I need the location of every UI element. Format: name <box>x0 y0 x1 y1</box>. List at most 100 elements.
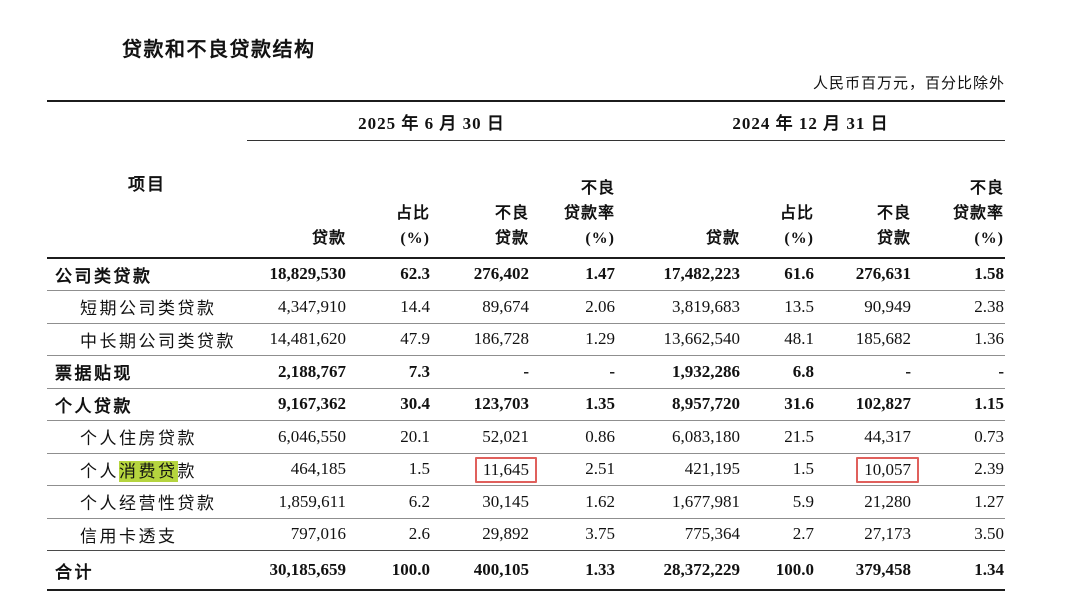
row-label: 短期公司类贷款 <box>47 290 247 323</box>
value-cell: 29,892 <box>431 517 530 551</box>
value-cell: 2.51 <box>530 452 616 486</box>
value-cell: 8,957,720 <box>616 387 741 421</box>
value-cell: 123,703 <box>431 387 530 421</box>
column-header: 不良贷款率 (%) <box>912 140 1005 259</box>
value-cell: 1,859,611 <box>247 485 347 518</box>
column-header: 占比 (%) <box>741 140 815 259</box>
column-header-row: 项目 贷款 占比 (%) 不良 贷款 不良 贷款率 (%) 贷款 占比 (%) 不良 贷款 不良 贷款率 (%… <box>47 140 1005 259</box>
value-cell: - <box>530 355 616 388</box>
item-column-spacer <box>47 101 247 141</box>
value-cell: 1.36 <box>912 322 1005 356</box>
loans-npl-table: 2025 年 6 月 30 日 2024 年 12 月 31 日 项目 贷款 占比… <box>47 100 1005 591</box>
table-row: 公司类贷款 18,829,530 62.3 276,402 1.47 17,482,223… <box>47 258 1005 291</box>
value-cell: 21.5 <box>741 420 815 453</box>
value-cell: 14.4 <box>347 290 431 323</box>
value-cell: 2.38 <box>912 290 1005 323</box>
column-header-line: (%) <box>784 229 814 247</box>
value-cell: 13,662,540 <box>616 322 741 356</box>
value-cell: 3.50 <box>912 517 1005 551</box>
value-cell: 90,949 <box>815 290 912 323</box>
value-cell: 2.6 <box>347 517 431 551</box>
row-label-text: 个人 <box>80 461 119 481</box>
value-cell: 18,829,530 <box>269 264 347 284</box>
value-cell: 48.1 <box>741 322 815 356</box>
value-cell: - <box>912 355 1005 388</box>
page-title: 贷款和不良贷款结构 <box>122 39 316 61</box>
table-row: 个人消费贷款 464,185 1.5 11,645 2.51 421,195 1.5 10,0… <box>47 452 1005 486</box>
value-cell: 89,674 <box>431 290 530 323</box>
value-cell: 1.5 <box>347 452 431 486</box>
column-header: 占比 (%) <box>347 140 431 259</box>
value-cell: 100.0 <box>347 550 431 591</box>
value-cell: 7.3 <box>347 355 431 388</box>
value-cell: 6.8 <box>741 355 815 388</box>
value-cell: 1.33 <box>530 550 616 591</box>
value-cell: 3.75 <box>530 517 616 551</box>
value-cell: 400,105 <box>431 550 530 591</box>
table-row: 个人贷款 9,167,362 30.4 123,703 1.35 8,957,720 31.… <box>47 387 1005 421</box>
table-row: 票据贴现 2,188,767 7.3- -1,932,286 6.8- - <box>47 355 1005 388</box>
value-cell: 421,195 <box>616 452 741 486</box>
table-row: 个人住房贷款 6,046,550 20.1 52,021 0.86 6,083,180 21… <box>47 420 1005 453</box>
value-cell: 276,631 <box>855 264 911 284</box>
column-header-line: 不良 <box>580 179 615 197</box>
value-cell: 1.35 <box>530 387 616 421</box>
value-cell: 4,347,910 <box>247 290 347 323</box>
value-cell: 775,364 <box>616 517 741 551</box>
column-header-line: 不良 <box>494 204 529 222</box>
value-cell: 47.9 <box>347 322 431 356</box>
value-cell: 1.47 <box>585 264 615 284</box>
column-header-line: 贷款率 <box>952 204 1004 222</box>
row-label: 公司类贷款 <box>55 266 153 286</box>
value-cell: 2,188,767 <box>247 355 347 388</box>
value-cell: 1.62 <box>530 485 616 518</box>
column-header-line: 贷款 <box>494 229 529 247</box>
value-cell: 6,046,550 <box>247 420 347 453</box>
value-cell: 28,372,229 <box>616 550 741 591</box>
value-cell: 464,185 <box>247 452 347 486</box>
value-cell: 2.39 <box>912 452 1005 486</box>
value-cell: 9,167,362 <box>247 387 347 421</box>
table-row: 合计 30,185,659 100.0 400,105 1.33 28,372,229 10… <box>47 550 1005 591</box>
row-label: 票据贴现 <box>47 355 247 388</box>
value-cell: 14,481,620 <box>247 322 347 356</box>
table-row: 信用卡透支 797,016 2.6 29,892 3.75 775,364 2.7 27,17… <box>47 517 1005 551</box>
column-header-line: 占比 <box>779 204 814 222</box>
value-cell: 27,173 <box>815 517 912 551</box>
value-cell: 1.29 <box>530 322 616 356</box>
row-label: 个人住房贷款 <box>47 420 247 453</box>
value-cell: 100.0 <box>741 550 815 591</box>
value-cell: 6,083,180 <box>616 420 741 453</box>
column-header: 不良 贷款 <box>815 140 912 259</box>
red-box-annotation: 10,057 <box>856 456 919 483</box>
value-cell: 1.5 <box>741 452 815 486</box>
row-label: 个人经营性贷款 <box>47 485 247 518</box>
value-cell: 52,021 <box>431 420 530 453</box>
date-group-header-row: 2025 年 6 月 30 日 2024 年 12 月 31 日 <box>47 101 1005 141</box>
value-cell: 20.1 <box>347 420 431 453</box>
value-cell: - <box>431 355 530 388</box>
table-row: 短期公司类贷款 4,347,910 14.4 89,674 2.06 3,819,683 1… <box>47 290 1005 323</box>
red-box-annotation: 11,645 <box>474 456 537 483</box>
value-cell: 62.3 <box>400 264 430 284</box>
value-cell: 21,280 <box>815 485 912 518</box>
column-header-line: (%) <box>585 229 615 247</box>
group-header-2024: 2024 年 12 月 31 日 <box>616 101 1005 141</box>
value-cell: 44,317 <box>815 420 912 453</box>
column-header-line: 不良 <box>969 179 1004 197</box>
row-label: 个人消费贷款 <box>47 452 247 486</box>
column-header-line: 贷款 <box>876 229 911 247</box>
value-cell: 0.86 <box>530 420 616 453</box>
item-column-header: 项目 <box>47 140 247 259</box>
row-label: 中长期公司类贷款 <box>47 322 247 356</box>
value-cell: - <box>815 355 912 388</box>
value-cell: 186,728 <box>431 322 530 356</box>
value-cell: 1,677,981 <box>616 485 741 518</box>
table-row: 中长期公司类贷款 14,481,620 47.9 186,728 1.29 13,662,… <box>47 322 1005 356</box>
value-cell: 1.58 <box>974 264 1004 284</box>
value-cell: 5.9 <box>741 485 815 518</box>
value-cell: 31.6 <box>741 387 815 421</box>
column-header-line: (%) <box>974 229 1004 247</box>
column-header: 贷款 <box>247 140 347 259</box>
value-cell: 11,645 <box>431 452 537 486</box>
